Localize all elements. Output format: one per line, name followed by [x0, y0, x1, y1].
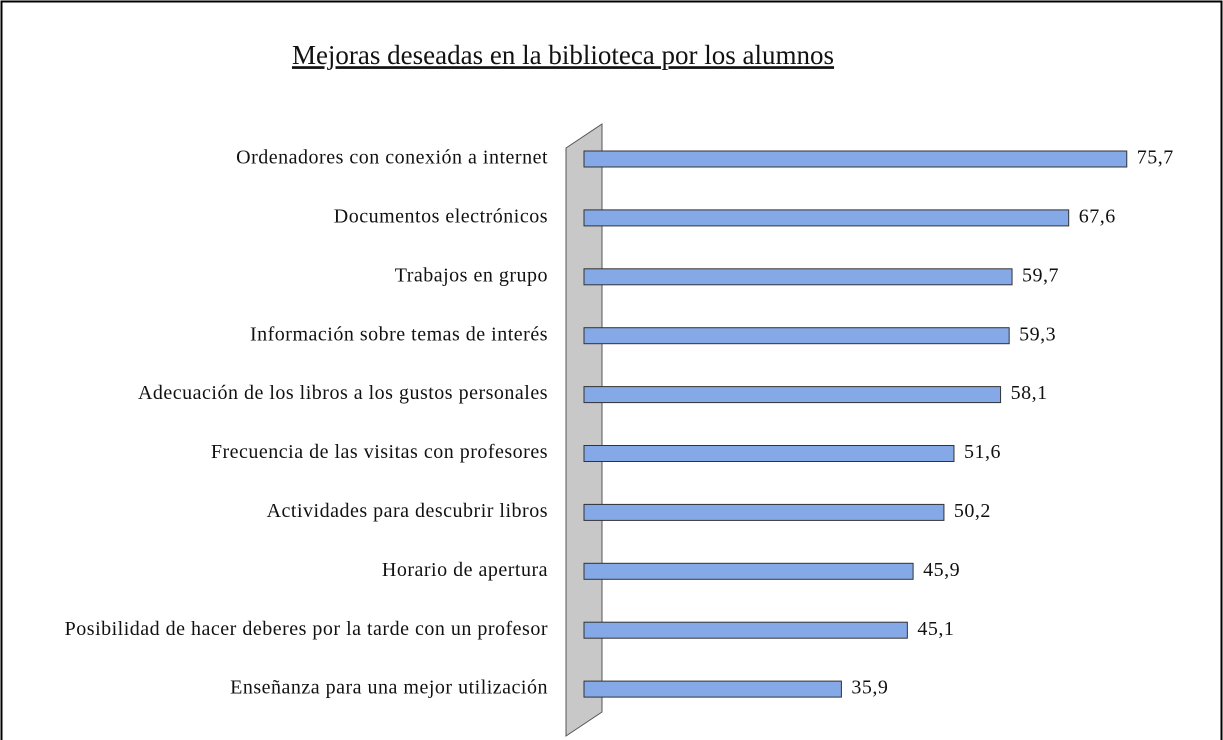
value-label: 45,9 — [923, 559, 960, 581]
bar — [583, 268, 1013, 286]
value-label: 59,7 — [1022, 264, 1059, 286]
bar — [583, 621, 908, 639]
bar — [583, 562, 914, 580]
category-label: Frecuencia de las visitas con profesores — [211, 441, 548, 463]
category-label: Documentos electrónicos — [334, 205, 548, 227]
value-label: 59,3 — [1019, 323, 1056, 345]
bar — [583, 209, 1070, 227]
bar — [583, 386, 1002, 404]
value-label: 35,9 — [851, 677, 888, 699]
category-label: Actividades para descubrir libros — [267, 500, 548, 522]
category-label: Horario de apertura — [382, 559, 548, 581]
bar — [583, 327, 1010, 345]
value-label: 58,1 — [1011, 382, 1048, 404]
chart-title: Mejoras deseadas en la biblioteca por lo… — [292, 40, 834, 70]
category-label: Enseñanza para una mejor utilización — [230, 677, 548, 699]
bar — [583, 503, 945, 521]
category-label: Adecuación de los libros a los gustos pe… — [138, 382, 548, 404]
value-label: 67,6 — [1079, 205, 1116, 227]
value-label: 75,7 — [1137, 147, 1174, 169]
category-label: Posibilidad de hacer deberes por la tard… — [65, 618, 548, 640]
bar — [583, 680, 842, 698]
value-label: 51,6 — [964, 441, 1001, 463]
bar — [583, 150, 1128, 168]
category-label: Ordenadores con conexión a internet — [236, 147, 548, 169]
bar — [583, 445, 955, 462]
category-label: Trabajos en grupo — [395, 264, 548, 286]
value-label: 45,1 — [917, 618, 954, 640]
value-label: 50,2 — [954, 500, 991, 522]
category-label: Información sobre temas de interés — [250, 323, 548, 345]
